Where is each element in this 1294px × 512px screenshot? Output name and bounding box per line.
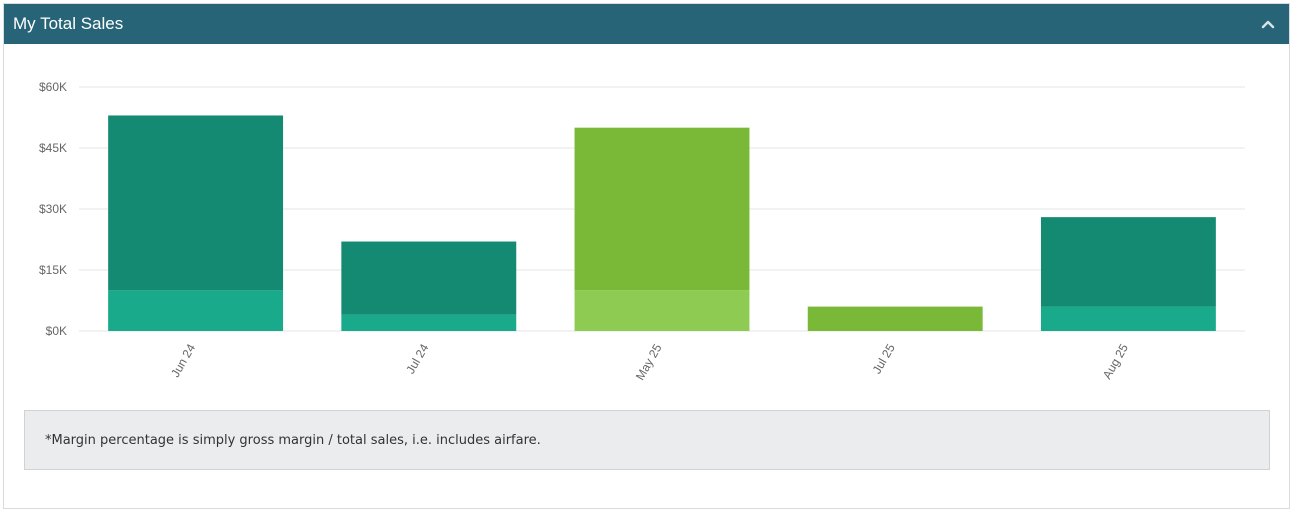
sales-chart: $0K $15K $30K $45K $60K Jun 24 Jul 24 May 25 Jul… [4, 44, 1289, 404]
bar-sales [1040, 217, 1216, 307]
x-tick-label: Jul 25 [870, 341, 898, 376]
y-tick-label: $60K [39, 80, 67, 94]
y-tick-label: $30K [39, 202, 67, 216]
y-tick-label: $45K [39, 141, 67, 155]
total-sales-panel: My Total Sales $0K $15K $30K $45K $60K Jun 24… [3, 3, 1290, 509]
chevron-up-icon[interactable] [1257, 13, 1279, 35]
footnote-text: *Margin percentage is simply gross margi… [45, 432, 541, 448]
bar-margin [341, 314, 517, 331]
y-tick-label: $15K [39, 263, 67, 277]
y-tick-label: $0K [46, 324, 67, 338]
sales-chart-svg: $0K $15K $30K $45K $60K Jun 24 Jul 24 May 25 Jul… [39, 80, 1245, 383]
bar-sales [108, 115, 284, 291]
panel-header: My Total Sales [4, 4, 1289, 44]
x-tick-label: Jun 24 [168, 341, 198, 379]
bar-margin [1040, 306, 1216, 331]
bar-sales [807, 306, 983, 331]
panel-title: My Total Sales [13, 14, 124, 33]
bar-margin [108, 290, 284, 331]
x-tick-label: Aug 25 [1100, 341, 1131, 381]
bar-margin [574, 290, 750, 331]
bar-sales [574, 127, 750, 291]
x-tick-label: Jul 24 [403, 341, 431, 376]
x-tick-label: May 25 [633, 341, 665, 382]
margin-footnote: *Margin percentage is simply gross margi… [24, 410, 1270, 470]
bar-sales [341, 241, 517, 315]
